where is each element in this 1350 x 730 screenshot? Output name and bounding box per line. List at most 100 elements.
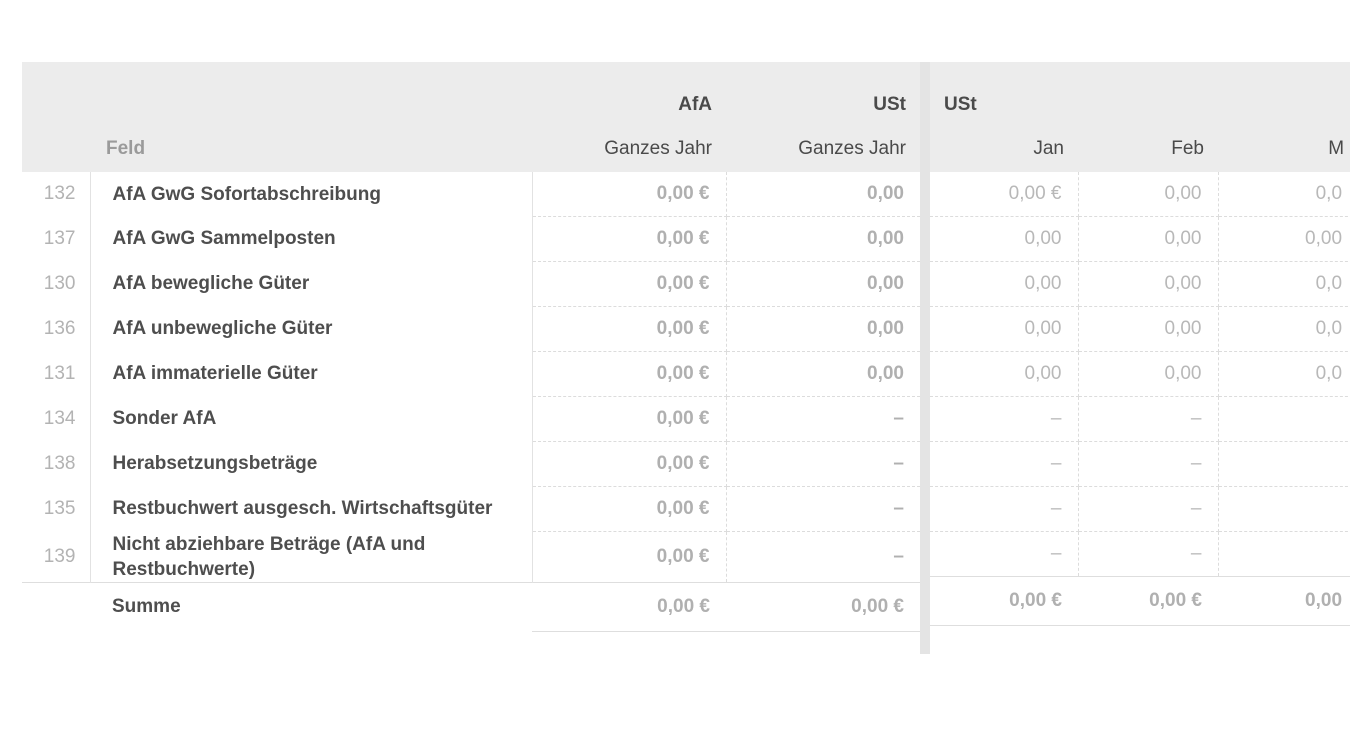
row-label: Sonder AfA <box>89 396 533 442</box>
cell-jan[interactable]: 0,00 <box>930 261 1079 307</box>
cell-jan[interactable]: – <box>930 441 1079 487</box>
cell-mar[interactable] <box>1218 396 1350 442</box>
header-group-row: AfA USt <box>22 62 920 120</box>
cell-feb[interactable]: 0,00 <box>1078 351 1219 397</box>
table-row[interactable]: 0,00 0,00 0,0 <box>930 351 1350 397</box>
header-group-ust[interactable]: USt <box>726 62 920 120</box>
cell-feb[interactable]: – <box>1078 531 1219 577</box>
cell-afa-year[interactable]: 0,00 € <box>532 486 727 532</box>
row-label: Nicht abziehbare Beträge (AfA und Restbu… <box>89 531 533 583</box>
table-row[interactable]: 134 Sonder AfA 0,00 € – <box>22 396 920 442</box>
table-row[interactable]: 135 Restbuchwert ausgesch. Wirtschaftsgü… <box>22 486 920 532</box>
header-feld[interactable]: Feld <box>90 120 532 172</box>
table-row[interactable]: – – <box>930 396 1350 442</box>
header-spacer-num <box>22 62 90 120</box>
cell-jan[interactable]: 0,00 € <box>930 172 1079 217</box>
row-label: Restbuchwert ausgesch. Wirtschaftsgüter <box>89 486 533 532</box>
cell-ust-year[interactable]: – <box>726 486 920 532</box>
table-left: AfA USt Feld Ganzes Jahr Ganzes Jahr 132… <box>22 62 920 632</box>
cell-feb[interactable]: – <box>1078 396 1219 442</box>
table-row[interactable]: 138 Herabsetzungsbeträge 0,00 € – <box>22 441 920 487</box>
table-row[interactable]: 132 AfA GwG Sofortabschreibung 0,00 € 0,… <box>22 172 920 217</box>
cell-jan[interactable]: – <box>930 531 1079 577</box>
cell-feb[interactable]: 0,00 <box>1078 261 1219 307</box>
summary-jan: 0,00 € <box>930 576 1078 626</box>
cell-ust-year[interactable]: 0,00 <box>726 261 920 307</box>
header-sub-row: Feld Ganzes Jahr Ganzes Jahr <box>22 120 920 172</box>
cell-feb[interactable]: 0,00 <box>1078 216 1219 262</box>
row-label: Herabsetzungsbeträge <box>89 441 533 487</box>
cell-ust-year[interactable]: 0,00 <box>726 306 920 352</box>
table-row[interactable]: 139 Nicht abziehbare Beträge (AfA und Re… <box>22 531 920 583</box>
header-spacer-label <box>90 62 532 120</box>
cell-jan[interactable]: – <box>930 486 1079 532</box>
cell-feb[interactable]: 0,00 <box>1078 306 1219 352</box>
cell-feb[interactable]: – <box>1078 486 1219 532</box>
cell-mar[interactable]: 0,00 <box>1218 216 1350 262</box>
table-row[interactable]: – – <box>930 441 1350 487</box>
cell-mar[interactable] <box>1218 486 1350 532</box>
header-month-mar[interactable]: M <box>1218 120 1350 172</box>
row-field-number: 131 <box>22 351 90 397</box>
cell-mar[interactable] <box>1218 441 1350 487</box>
row-field-number: 136 <box>22 306 90 352</box>
row-label: AfA GwG Sammelposten <box>89 216 533 262</box>
table-right: USt Jan Feb M 0,00 € 0,00 0,0 0 <box>930 62 1350 626</box>
table-summary-row: Summe 0,00 € 0,00 € <box>22 581 920 632</box>
row-field-number: 135 <box>22 486 90 532</box>
table-row[interactable]: 137 AfA GwG Sammelposten 0,00 € 0,00 <box>22 216 920 262</box>
header-sub-ust-year[interactable]: Ganzes Jahr <box>726 120 920 172</box>
table-body-right: 0,00 € 0,00 0,0 0,00 0,00 0,00 0,00 0,00… <box>930 172 1350 626</box>
table-row[interactable]: – – <box>930 531 1350 577</box>
cell-mar[interactable]: 0,0 <box>1218 351 1350 397</box>
cell-afa-year[interactable]: 0,00 € <box>532 396 727 442</box>
cell-mar[interactable] <box>1218 531 1350 577</box>
cell-afa-year[interactable]: 0,00 € <box>532 216 727 262</box>
cell-afa-year[interactable]: 0,00 € <box>532 261 727 307</box>
cell-jan[interactable]: – <box>930 396 1079 442</box>
cell-afa-year[interactable]: 0,00 € <box>532 306 727 352</box>
table-row[interactable]: 0,00 0,00 0,00 <box>930 216 1350 262</box>
cell-mar[interactable]: 0,0 <box>1218 261 1350 307</box>
summary-afa-year: 0,00 € <box>532 581 726 632</box>
row-field-number: 132 <box>22 172 90 217</box>
row-label: AfA unbewegliche Güter <box>89 306 533 352</box>
table-row[interactable]: 131 AfA immaterielle Güter 0,00 € 0,00 <box>22 351 920 397</box>
table-row[interactable]: 130 AfA bewegliche Güter 0,00 € 0,00 <box>22 261 920 307</box>
cell-jan[interactable]: 0,00 <box>930 216 1079 262</box>
cell-ust-year[interactable]: 0,00 <box>726 172 920 217</box>
summary-field-number <box>22 581 90 632</box>
row-label: AfA bewegliche Güter <box>89 261 533 307</box>
table-row[interactable]: 0,00 0,00 0,0 <box>930 306 1350 352</box>
table-row[interactable]: – – <box>930 486 1350 532</box>
summary-label: Summe <box>90 581 532 632</box>
table-scroll-pane[interactable]: USt Jan Feb M 0,00 € 0,00 0,0 0 <box>930 62 1350 626</box>
cell-feb[interactable]: 0,00 <box>1078 172 1219 217</box>
data-table: AfA USt Feld Ganzes Jahr Ganzes Jahr 132… <box>22 62 1350 654</box>
table-row[interactable]: 0,00 0,00 0,0 <box>930 261 1350 307</box>
cell-afa-year[interactable]: 0,00 € <box>532 531 727 583</box>
cell-jan[interactable]: 0,00 <box>930 306 1079 352</box>
header-sub-afa-year[interactable]: Ganzes Jahr <box>532 120 726 172</box>
table-summary-row-right: 0,00 € 0,00 € 0,00 <box>930 576 1350 626</box>
cell-ust-year[interactable]: – <box>726 531 920 583</box>
header-group-ust-monthly[interactable]: USt <box>930 62 1350 120</box>
cell-afa-year[interactable]: 0,00 € <box>532 172 727 217</box>
cell-jan[interactable]: 0,00 <box>930 351 1079 397</box>
cell-afa-year[interactable]: 0,00 € <box>532 351 727 397</box>
cell-mar[interactable]: 0,0 <box>1218 306 1350 352</box>
cell-feb[interactable]: – <box>1078 441 1219 487</box>
pane-scroll-divider[interactable] <box>920 62 930 654</box>
cell-ust-year[interactable]: 0,00 <box>726 216 920 262</box>
table-row[interactable]: 136 AfA unbewegliche Güter 0,00 € 0,00 <box>22 306 920 352</box>
row-label: AfA GwG Sofortabschreibung <box>89 172 533 217</box>
header-group-afa[interactable]: AfA <box>532 62 726 120</box>
header-month-jan[interactable]: Jan <box>930 120 1078 172</box>
cell-ust-year[interactable]: 0,00 <box>726 351 920 397</box>
cell-afa-year[interactable]: 0,00 € <box>532 441 727 487</box>
cell-mar[interactable]: 0,0 <box>1218 172 1350 217</box>
cell-ust-year[interactable]: – <box>726 441 920 487</box>
table-row[interactable]: 0,00 € 0,00 0,0 <box>930 172 1350 217</box>
cell-ust-year[interactable]: – <box>726 396 920 442</box>
header-month-feb[interactable]: Feb <box>1078 120 1218 172</box>
